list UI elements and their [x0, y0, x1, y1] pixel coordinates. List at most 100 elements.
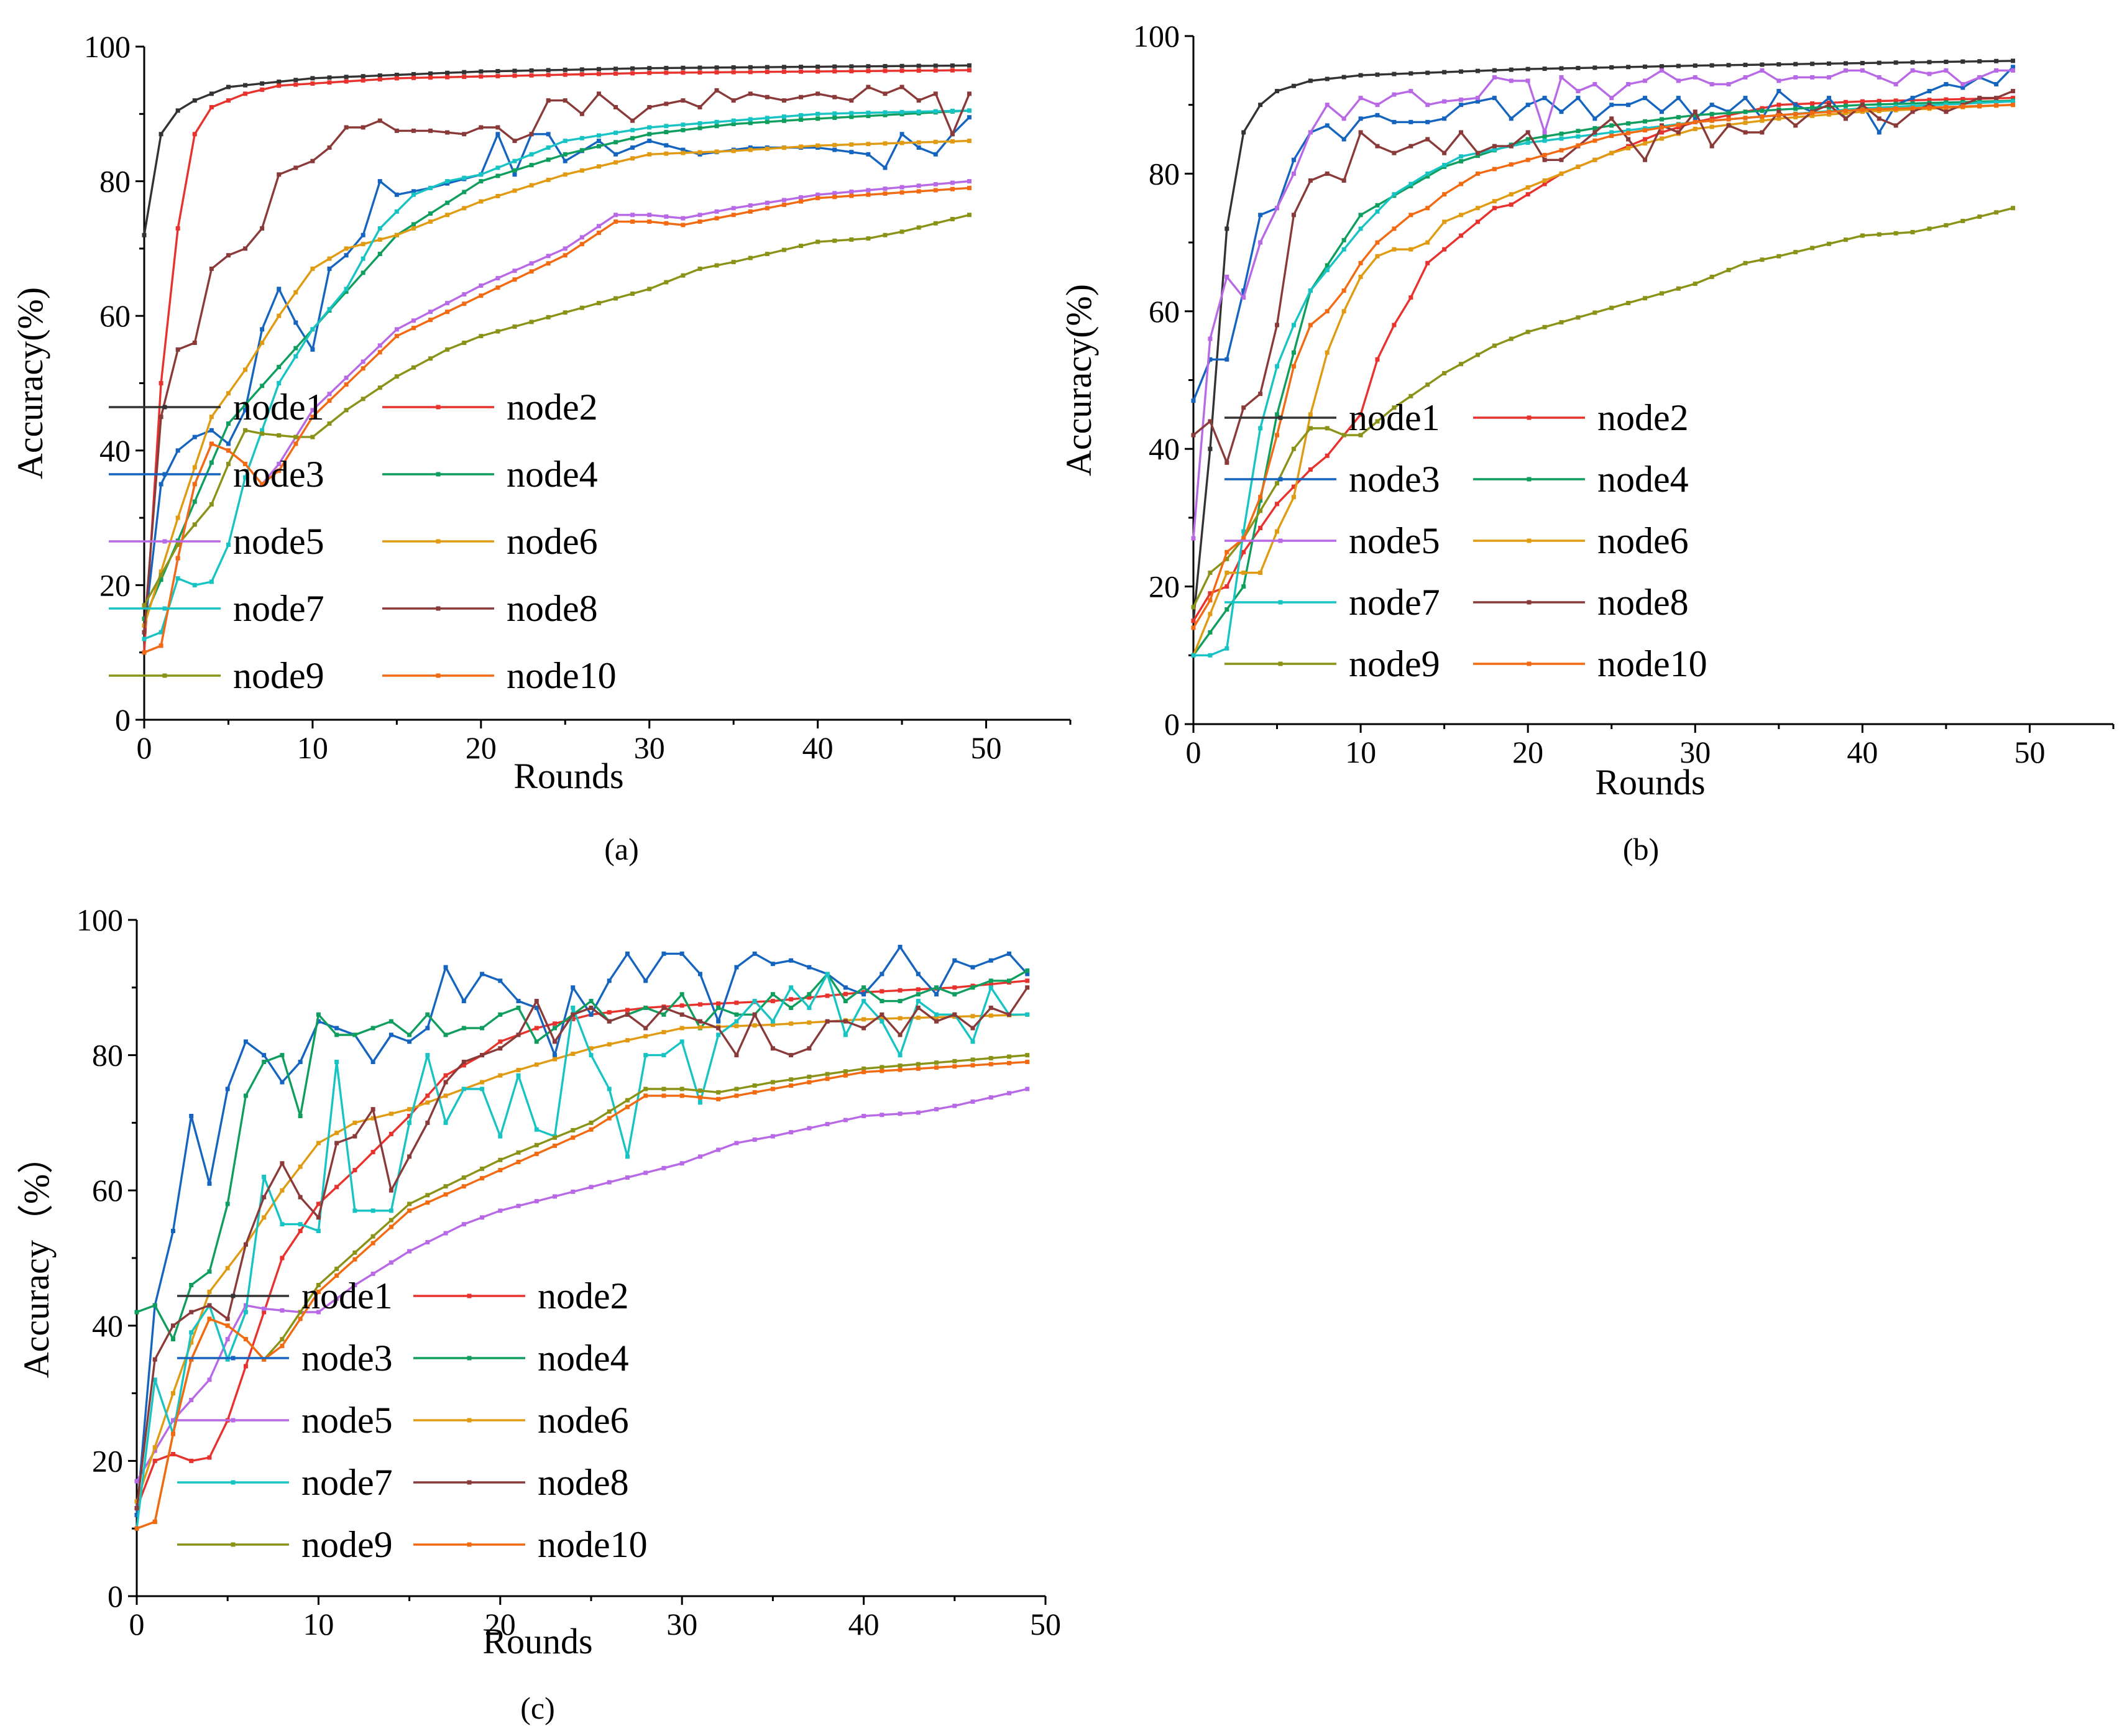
data-point: [899, 185, 904, 190]
legend-label-node8: node8: [538, 1462, 629, 1503]
data-point: [495, 132, 500, 137]
data-point: [209, 502, 214, 507]
data-point: [807, 995, 812, 1000]
legend-label-node8: node8: [1597, 582, 1689, 623]
data-point: [716, 1019, 721, 1024]
data-point: [1776, 254, 1781, 259]
data-point: [2011, 89, 2016, 94]
data-point: [209, 266, 214, 271]
data-point: [1007, 1091, 1012, 1096]
data-point: [661, 1165, 666, 1170]
data-point: [277, 287, 282, 292]
data-point: [142, 603, 147, 608]
data-point: [1776, 78, 1781, 83]
data-point: [1559, 136, 1564, 141]
data-point: [967, 115, 972, 120]
data-point: [1576, 65, 1581, 70]
data-point: [461, 1086, 466, 1091]
data-point: [952, 1103, 957, 1108]
data-point: [1224, 584, 1229, 589]
data-point: [1626, 301, 1631, 306]
data-point: [563, 152, 567, 157]
series-line-node10: [144, 186, 970, 654]
data-point: [1659, 68, 1664, 73]
data-point: [1358, 260, 1363, 265]
data-point: [681, 65, 686, 70]
data-point: [697, 150, 702, 155]
data-point: [553, 1135, 558, 1140]
data-point: [716, 1026, 721, 1031]
data-point: [1793, 123, 1798, 128]
series-node1: [142, 63, 972, 237]
data-point: [516, 1073, 521, 1078]
data-point: [1542, 178, 1547, 183]
x-tick-label: 40: [802, 730, 834, 765]
data-point: [1475, 96, 1480, 101]
legend-label-node3: node3: [301, 1338, 393, 1379]
data-point: [1793, 115, 1798, 120]
data-point: [445, 347, 450, 352]
data-point: [1994, 96, 1999, 101]
data-point: [899, 132, 904, 137]
data-point: [260, 87, 265, 92]
data-point: [716, 1090, 721, 1095]
data-point: [697, 219, 702, 224]
data-point: [425, 1093, 430, 1098]
data-point: [1643, 128, 1648, 133]
data-point: [1542, 324, 1547, 329]
data-point: [334, 1296, 339, 1301]
data-point: [589, 1185, 594, 1190]
data-point: [1241, 570, 1246, 575]
data-point: [807, 1080, 812, 1085]
data-point: [411, 226, 416, 231]
data-point: [1609, 134, 1614, 139]
data-point: [1258, 240, 1263, 245]
x-tick-label: 30: [634, 730, 665, 765]
data-point: [1893, 231, 1898, 236]
data-point: [861, 992, 866, 997]
data-point: [625, 1008, 630, 1013]
data-point: [596, 144, 601, 149]
data-point: [596, 231, 601, 236]
data-point: [327, 75, 332, 80]
data-point: [1726, 267, 1731, 272]
data-point: [883, 110, 888, 115]
data-point: [1944, 81, 1949, 86]
series-line-node1: [143, 64, 970, 236]
data-point: [899, 229, 904, 234]
legend-label-node9: node9: [1349, 643, 1440, 684]
data-point: [1224, 549, 1229, 554]
data-point: [799, 195, 804, 200]
data-point: [1843, 103, 1848, 108]
data-point: [1525, 130, 1530, 135]
data-point: [1308, 130, 1313, 135]
data-point: [589, 1120, 594, 1125]
data-point: [898, 1111, 903, 1116]
data-point: [697, 104, 702, 109]
data-point: [664, 221, 669, 226]
data-point: [280, 1080, 285, 1085]
data-point: [327, 306, 332, 311]
data-point: [1325, 453, 1330, 458]
data-point: [664, 280, 669, 285]
series-line-node8: [136, 986, 1029, 1509]
data-point: [752, 999, 757, 1004]
data-point: [880, 1065, 884, 1070]
data-point: [425, 1026, 430, 1031]
data-point: [1224, 274, 1229, 279]
data-point: [175, 448, 180, 453]
data-point: [607, 978, 612, 983]
data-point: [861, 1070, 866, 1075]
data-point: [781, 114, 786, 119]
data-point: [1224, 460, 1229, 465]
data-point: [1576, 315, 1581, 320]
data-point: [152, 1448, 157, 1453]
data-point: [262, 1174, 267, 1179]
data-point: [664, 101, 669, 106]
data-point: [1392, 92, 1397, 97]
data-point: [933, 63, 938, 68]
data-point: [1709, 81, 1714, 86]
legend-marker: [436, 673, 441, 678]
data-point: [1559, 148, 1564, 153]
